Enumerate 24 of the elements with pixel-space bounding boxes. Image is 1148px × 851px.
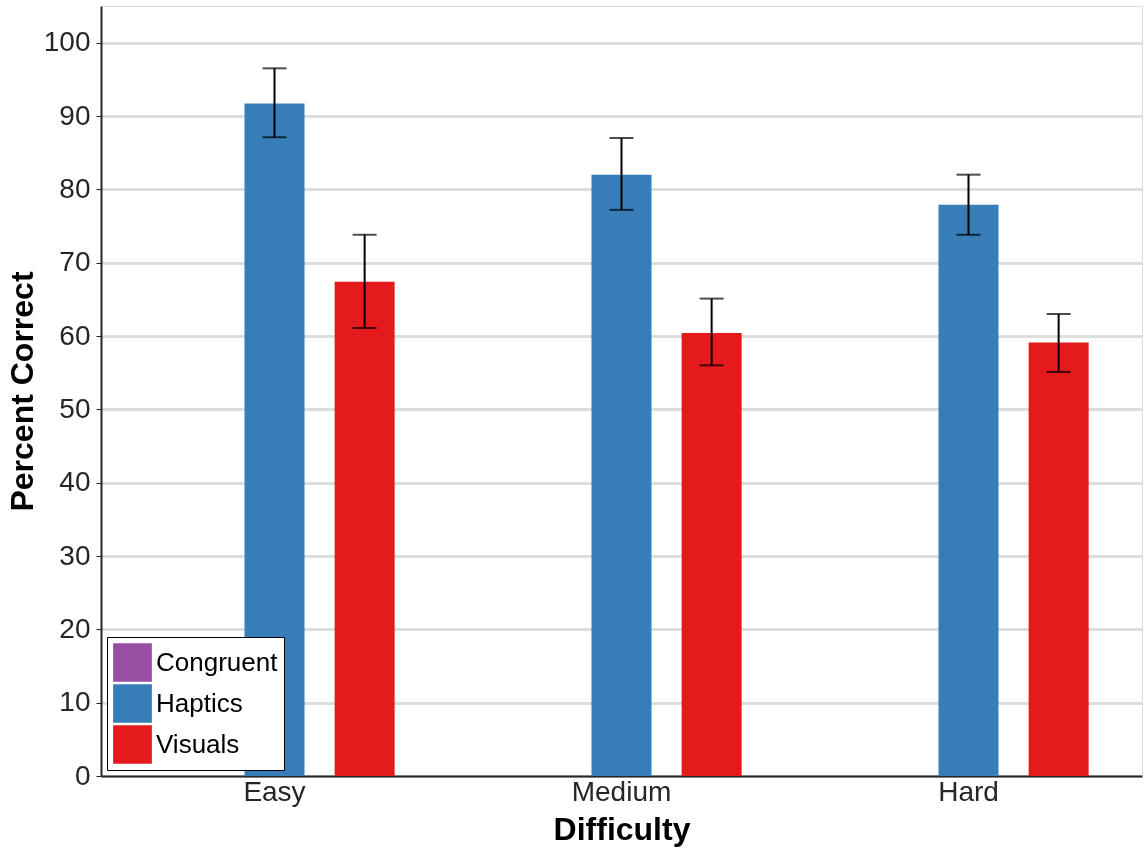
- x-tick-label: Easy: [243, 775, 306, 807]
- y-tick-label: 30: [59, 539, 91, 571]
- y-tick-label: 100: [43, 26, 91, 58]
- legend-label: Haptics: [156, 687, 243, 718]
- y-axis-title: Percent Correct: [3, 271, 40, 512]
- x-tick-label: Hard: [938, 775, 999, 807]
- y-tick-label: 60: [59, 319, 91, 351]
- y-tick-label: 80: [59, 172, 91, 204]
- y-tick-label: 40: [59, 466, 91, 498]
- x-axis-title: Difficulty: [553, 810, 691, 847]
- y-tick-label: 10: [59, 686, 91, 718]
- bar: [681, 333, 742, 776]
- y-tick-label: 70: [59, 246, 91, 278]
- legend-label: Visuals: [156, 728, 240, 759]
- bar: [334, 281, 395, 776]
- y-tick-label: 50: [59, 392, 91, 424]
- bar: [1028, 342, 1089, 776]
- y-tick-label: 20: [59, 612, 91, 644]
- legend-label: Congruent: [156, 646, 279, 677]
- bar: [591, 174, 652, 776]
- x-tick-label: Medium: [571, 775, 672, 807]
- y-tick-label: 90: [59, 99, 91, 131]
- bar: [938, 204, 999, 776]
- y-tick-label: 0: [74, 759, 91, 791]
